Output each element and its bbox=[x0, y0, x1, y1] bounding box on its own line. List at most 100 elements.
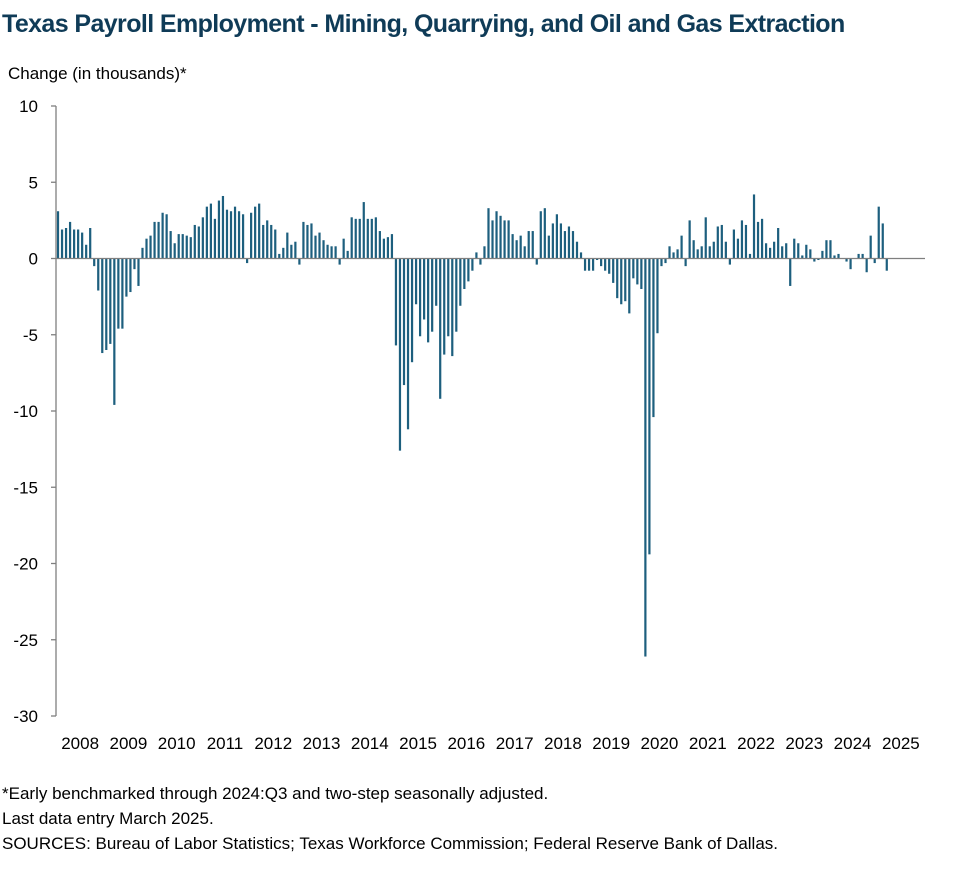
bar bbox=[141, 247, 144, 259]
bar bbox=[479, 258, 482, 265]
bar bbox=[640, 258, 643, 289]
bar bbox=[620, 258, 623, 305]
bar bbox=[688, 220, 691, 259]
bar bbox=[845, 258, 848, 262]
bar bbox=[77, 229, 80, 259]
bar bbox=[612, 258, 615, 283]
y-tick-label: 0 bbox=[29, 250, 38, 269]
bar bbox=[197, 226, 200, 259]
bar bbox=[418, 258, 422, 337]
bar bbox=[793, 238, 796, 259]
bar bbox=[636, 258, 639, 285]
bar bbox=[781, 246, 784, 259]
bar bbox=[366, 218, 369, 259]
bar bbox=[73, 229, 76, 259]
bar bbox=[105, 258, 108, 350]
bar bbox=[704, 217, 707, 259]
bar bbox=[286, 232, 289, 259]
bar bbox=[495, 211, 498, 259]
bar bbox=[117, 258, 120, 329]
bar bbox=[410, 258, 414, 363]
bar bbox=[539, 211, 542, 259]
bar bbox=[294, 241, 297, 259]
bar bbox=[503, 220, 506, 259]
bar bbox=[680, 235, 683, 259]
bar bbox=[648, 258, 651, 555]
bar bbox=[608, 258, 611, 274]
x-tick-label: 2015 bbox=[399, 734, 437, 753]
bar bbox=[773, 241, 776, 259]
bar bbox=[628, 258, 631, 314]
bar bbox=[318, 232, 321, 259]
bar bbox=[455, 258, 458, 332]
bar bbox=[567, 226, 571, 259]
bar bbox=[833, 255, 836, 259]
y-tick-label: -10 bbox=[13, 402, 38, 421]
x-tick-label: 2016 bbox=[447, 734, 485, 753]
bar bbox=[676, 249, 679, 259]
bar bbox=[797, 243, 800, 259]
bar bbox=[644, 258, 647, 657]
footnotes: *Early benchmarked through 2024:Q3 and t… bbox=[2, 781, 778, 856]
bar bbox=[873, 258, 876, 264]
bar bbox=[358, 218, 361, 259]
bar bbox=[551, 223, 554, 259]
bar bbox=[857, 253, 860, 259]
bar bbox=[326, 244, 329, 259]
bar bbox=[177, 234, 180, 259]
x-tick-label: 2014 bbox=[351, 734, 389, 753]
bar bbox=[885, 258, 888, 271]
x-tick-label: 2018 bbox=[544, 734, 582, 753]
bar bbox=[237, 211, 241, 259]
bar bbox=[672, 252, 675, 259]
bar bbox=[447, 258, 450, 337]
bar bbox=[708, 246, 711, 259]
bar bbox=[668, 246, 671, 259]
bar bbox=[310, 223, 313, 259]
bar bbox=[865, 258, 868, 273]
bar bbox=[60, 229, 64, 259]
bar bbox=[732, 229, 735, 259]
bar bbox=[109, 258, 112, 344]
bar bbox=[93, 258, 96, 267]
bar bbox=[362, 202, 365, 259]
bar bbox=[511, 234, 514, 259]
bar bbox=[583, 258, 587, 271]
bar bbox=[121, 258, 124, 329]
bar bbox=[153, 221, 156, 259]
bar bbox=[491, 220, 494, 259]
bar bbox=[684, 258, 687, 267]
x-tick-label: 2019 bbox=[592, 734, 630, 753]
bar bbox=[728, 258, 731, 265]
bar bbox=[571, 231, 575, 259]
footnote-last-entry: Last data entry March 2025. bbox=[2, 809, 214, 828]
bar bbox=[378, 231, 381, 259]
bar bbox=[342, 238, 345, 259]
bar bbox=[821, 250, 824, 259]
bar bbox=[829, 240, 832, 259]
bar bbox=[764, 243, 768, 259]
bar bbox=[515, 240, 518, 259]
y-tick-label: -15 bbox=[13, 478, 38, 497]
bar bbox=[217, 200, 221, 259]
bar bbox=[145, 238, 148, 259]
bar bbox=[406, 258, 410, 430]
bar bbox=[185, 235, 188, 259]
bar bbox=[801, 255, 804, 259]
x-tick-label: 2013 bbox=[303, 734, 341, 753]
bar bbox=[463, 258, 466, 289]
bar bbox=[129, 258, 132, 293]
bar bbox=[274, 229, 277, 259]
bar bbox=[624, 258, 627, 302]
bar bbox=[209, 203, 212, 259]
x-tick-label: 2025 bbox=[882, 734, 920, 753]
bar bbox=[229, 211, 233, 259]
bar bbox=[370, 218, 373, 259]
bar bbox=[471, 258, 474, 271]
bar bbox=[137, 258, 140, 286]
bar bbox=[56, 211, 60, 259]
bar bbox=[443, 258, 446, 355]
bar bbox=[250, 212, 253, 259]
bars-group bbox=[56, 194, 888, 657]
bar bbox=[414, 258, 418, 305]
